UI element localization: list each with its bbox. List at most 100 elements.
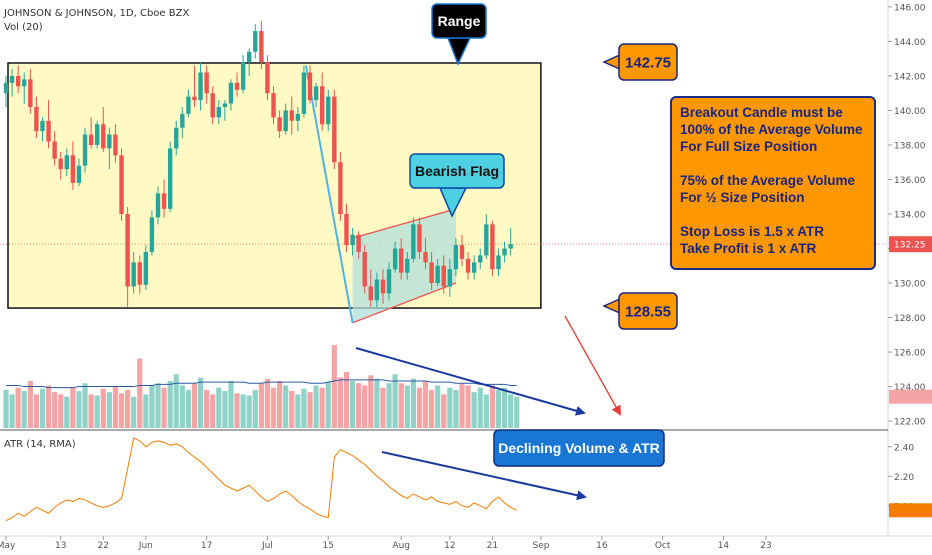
volume-bar <box>477 387 483 428</box>
volume-bar <box>118 393 125 428</box>
candle-body <box>247 51 252 63</box>
candle-body <box>411 224 416 259</box>
candle-body <box>435 265 440 284</box>
rule-line-5: For ½ Size Position <box>680 190 805 205</box>
candle-body <box>362 251 367 287</box>
time-tick-label: 23 <box>760 541 771 550</box>
range-bottom-callout-box <box>618 292 678 330</box>
price-tick-label: 128.00 <box>894 314 926 324</box>
candle-body <box>289 110 294 121</box>
atr-current-tag <box>889 503 932 518</box>
candle-body <box>131 262 136 287</box>
target-arrow <box>564 315 621 416</box>
candle-body <box>107 134 112 149</box>
candle-body <box>180 113 185 128</box>
volume-bar <box>465 385 471 428</box>
volume-bar <box>21 391 27 428</box>
volume-bar <box>210 394 216 428</box>
volume-bar <box>252 389 258 428</box>
candle-body <box>58 158 63 170</box>
price-tick-label: 134.00 <box>894 211 926 221</box>
volume-bar <box>228 380 234 428</box>
candle-body <box>356 234 361 252</box>
candle-body <box>82 134 88 166</box>
candle-body <box>478 255 483 263</box>
candle-body <box>350 234 355 246</box>
volume-bar <box>137 358 143 428</box>
volume-bar <box>331 345 337 428</box>
candle-body <box>423 251 428 263</box>
candle-body <box>216 107 221 118</box>
candle-body <box>167 148 173 209</box>
candle-body <box>338 162 343 214</box>
candle-body <box>368 286 373 301</box>
atr-line <box>5 437 517 522</box>
candle-body <box>149 217 155 252</box>
price-tick-label: 136.00 <box>894 176 926 186</box>
volume-bar <box>362 385 368 428</box>
volume-bar <box>27 380 33 428</box>
volume-ma-line <box>6 379 517 389</box>
time-tick-label: Jul <box>261 541 273 550</box>
volume-bar <box>514 396 520 428</box>
volume-bar <box>441 394 447 428</box>
volume-bar <box>435 385 441 428</box>
volume-bar <box>64 396 70 428</box>
volume-bar <box>94 395 100 428</box>
volume-bar <box>222 391 228 428</box>
time-tick-label: Jun <box>138 541 153 550</box>
time-tick-label: May <box>0 541 16 550</box>
candle-body <box>508 244 513 249</box>
range-top-callout: 142.75 <box>602 43 678 81</box>
volume-bar <box>453 389 459 428</box>
volume-bar <box>264 378 271 428</box>
volume-decline-arrow <box>355 347 586 416</box>
volume-bar <box>489 385 495 428</box>
volume-bar <box>143 394 149 428</box>
volume-bar <box>325 382 331 428</box>
volume-bar <box>185 389 191 428</box>
candle-body <box>113 134 118 156</box>
volume-bar <box>410 378 416 428</box>
volume-bar <box>307 392 313 428</box>
volume-bar <box>356 383 362 428</box>
volume-bar <box>422 380 429 428</box>
candle-body <box>253 31 258 52</box>
candle-body <box>386 269 392 294</box>
time-tick-label: 22 <box>98 541 109 550</box>
volume-bar <box>240 394 246 428</box>
candle-body <box>502 248 507 256</box>
candle-body <box>204 72 209 94</box>
time-tick-label: 14 <box>718 541 730 550</box>
volume-bar <box>374 378 380 428</box>
candle-body <box>52 141 57 159</box>
bearish-flag-callout: Bearish Flag <box>409 153 505 218</box>
volume-bar <box>125 389 131 428</box>
candle-body <box>374 279 380 301</box>
volume-bar <box>343 372 350 428</box>
volume-bar <box>404 385 410 428</box>
volume-bar <box>319 387 325 428</box>
volume-bar <box>173 374 179 428</box>
volume-bar <box>45 385 52 428</box>
candle-body <box>22 79 27 87</box>
candle-body <box>198 72 203 101</box>
candle-body <box>40 120 45 132</box>
declining-callout-label: Declining Volume & ATR <box>498 440 660 456</box>
candle-body <box>429 262 434 284</box>
range-top-callout-box <box>618 43 678 81</box>
volume-bar <box>197 377 204 428</box>
volume-bar <box>70 387 76 428</box>
candle-body <box>453 245 459 270</box>
rule-line-3: For Full Size Position <box>680 139 818 154</box>
volume-bar <box>131 396 137 428</box>
price-tick-label: 142.00 <box>894 72 926 82</box>
candle-body <box>15 75 21 87</box>
volume-bar <box>459 383 465 428</box>
candle-body <box>119 155 124 214</box>
rule-line-4: 75% of the Average Volume <box>680 173 856 188</box>
range-callout-label: Range <box>438 13 481 29</box>
candle-body <box>301 72 307 114</box>
volume-bar <box>258 383 264 428</box>
